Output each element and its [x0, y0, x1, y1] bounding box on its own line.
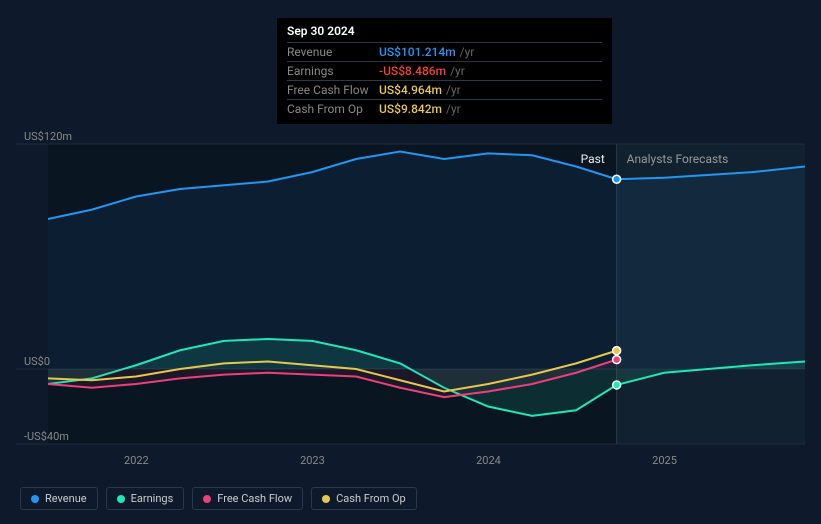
- legend-dot-icon: [31, 495, 39, 503]
- tooltip-row: Cash From Op US$9.842m /yr: [287, 99, 602, 118]
- tooltip-metric-value: US$4.964m: [379, 83, 442, 97]
- chart-svg: [16, 120, 805, 460]
- y-axis-label: US$0: [24, 355, 50, 368]
- tooltip-metric-label: Cash From Op: [287, 102, 379, 116]
- legend-item[interactable]: Earnings: [106, 487, 185, 510]
- legend-label: Revenue: [45, 492, 87, 505]
- tooltip-metric-label: Earnings: [287, 64, 379, 78]
- y-axis-label: -US$40m: [24, 430, 69, 443]
- tooltip-metric-unit: /yr: [446, 83, 461, 97]
- past-region-label: Past: [581, 152, 605, 166]
- chart-legend: Revenue Earnings Free Cash Flow Cash Fro…: [20, 487, 417, 510]
- y-axis-label: US$120m: [24, 130, 72, 143]
- x-axis-label: 2022: [124, 454, 149, 467]
- tooltip-metric-unit: /yr: [460, 45, 475, 59]
- legend-dot-icon: [322, 495, 330, 503]
- chart-tooltip: Sep 30 2024 Revenue US$101.214m /yrEarni…: [277, 18, 612, 124]
- legend-dot-icon: [117, 495, 125, 503]
- tooltip-row: Revenue US$101.214m /yr: [287, 42, 602, 61]
- legend-label: Free Cash Flow: [217, 492, 292, 505]
- tooltip-metric-unit: /yr: [446, 102, 461, 116]
- tooltip-metric-value: US$101.214m: [379, 45, 456, 59]
- x-axis-label: 2024: [476, 454, 501, 467]
- tooltip-metric-value: US$9.842m: [379, 102, 442, 116]
- legend-item[interactable]: Free Cash Flow: [192, 487, 303, 510]
- forecast-region-label: Analysts Forecasts: [627, 152, 729, 166]
- tooltip-date: Sep 30 2024: [287, 24, 602, 38]
- legend-dot-icon: [203, 495, 211, 503]
- legend-item[interactable]: Cash From Op: [311, 487, 417, 510]
- tooltip-metric-label: Free Cash Flow: [287, 83, 379, 97]
- tooltip-metric-label: Revenue: [287, 45, 379, 59]
- financial-chart[interactable]: US$120mUS$0-US$40m 2022202320242025 Past…: [16, 120, 805, 460]
- tooltip-metric-value: -US$8.486m: [379, 64, 446, 78]
- legend-item[interactable]: Revenue: [20, 487, 98, 510]
- tooltip-row: Earnings -US$8.486m /yr: [287, 61, 602, 80]
- tooltip-metric-unit: /yr: [450, 64, 465, 78]
- tooltip-row: Free Cash Flow US$4.964m /yr: [287, 80, 602, 99]
- x-axis-label: 2025: [652, 454, 677, 467]
- x-axis-label: 2023: [300, 454, 325, 467]
- legend-label: Earnings: [131, 492, 174, 505]
- legend-label: Cash From Op: [336, 492, 406, 505]
